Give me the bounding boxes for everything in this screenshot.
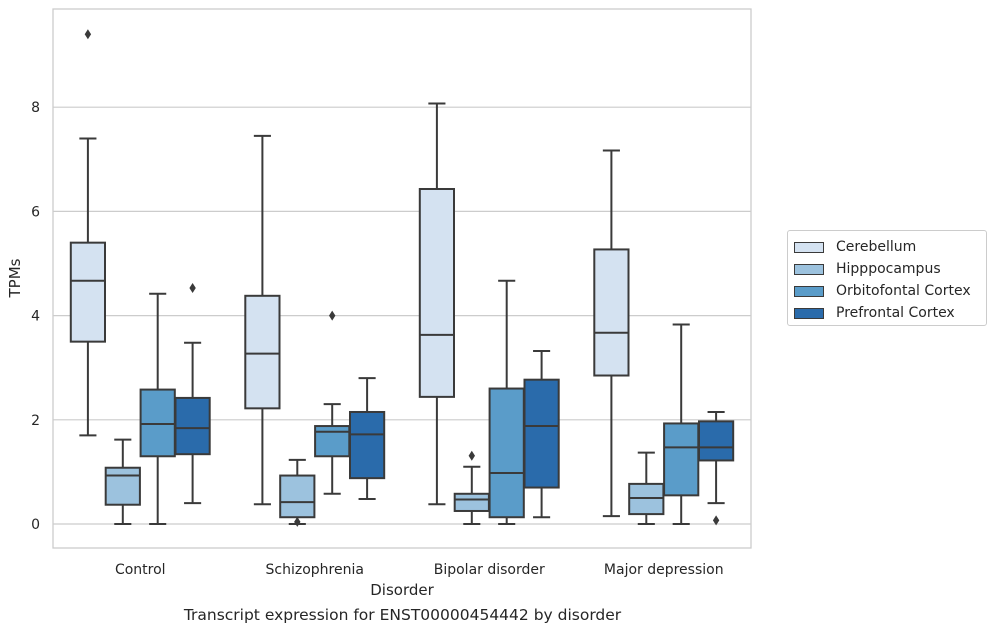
box-hipppocampus-major-depression: [628, 451, 665, 525]
box-body: [174, 396, 211, 456]
legend-item-hippocampus: Hipppocampus: [794, 258, 980, 280]
plot-frame: [52, 8, 752, 549]
chart-caption: Transcript expression for ENST0000045444…: [183, 606, 622, 624]
boxes: [69, 29, 735, 527]
box-cerebellum-major-depression: [593, 149, 630, 518]
legend-label-cerebellum: Cerebellum: [836, 239, 917, 255]
legend: Cerebellum Hipppocampus Orbitofontal Cor…: [787, 230, 987, 326]
outlier-marker-0: [189, 282, 196, 293]
box-hipppocampus-control: [104, 438, 141, 525]
y-tick-labels: 0 2 4 6 8: [31, 100, 40, 533]
legend-item-orbitofrontal-cortex: Orbitofontal Cortex: [794, 280, 980, 302]
box-orbitofontal-cortex-major-depression: [663, 323, 700, 525]
box-body: [348, 410, 386, 480]
x-tick-labels: Control Schizophrenia Bipolar disorder Majo…: [115, 562, 724, 578]
box-body: [523, 378, 560, 489]
y-tick-label-2: 2: [31, 413, 40, 429]
box-body: [593, 248, 630, 377]
box-hipppocampus-bipolar-disorder: [453, 450, 490, 525]
legend-swatch-prefrontal-cortex: [794, 307, 824, 319]
outlier-marker-0: [84, 29, 92, 40]
y-tick-label-4: 4: [31, 309, 40, 325]
legend-swatch-orbitofrontal-cortex: [794, 285, 824, 297]
box-body: [279, 474, 316, 519]
y-tick-label-6: 6: [31, 204, 40, 220]
x-tick-label-bipolar-disorder: Bipolar disorder: [434, 562, 545, 578]
x-tick-label-control: Control: [115, 562, 166, 578]
box-body: [104, 466, 141, 506]
legend-swatch-hippocampus: [794, 263, 824, 275]
box-prefrontal-cortex-major-depression: [697, 410, 735, 526]
x-axis-label: Disorder: [370, 581, 434, 599]
box-body: [244, 294, 281, 410]
box-body: [628, 482, 665, 516]
box-body: [314, 425, 351, 458]
box-body: [663, 422, 700, 497]
y-axis-label: TPMs: [6, 258, 24, 298]
legend-label-orbitofrontal-cortex: Orbitofontal Cortex: [836, 283, 971, 299]
box-cerebellum-bipolar-disorder: [418, 102, 456, 506]
legend-item-prefrontal-cortex: Prefrontal Cortex: [794, 302, 980, 324]
box-prefrontal-cortex-control: [174, 282, 211, 505]
outlier-marker-0: [712, 515, 720, 526]
y-tick-label-0: 0: [31, 517, 40, 533]
box-orbitofontal-cortex-schizophrenia: [314, 310, 351, 495]
box-prefrontal-cortex-bipolar-disorder: [523, 350, 560, 519]
box-hipppocampus-schizophrenia: [279, 458, 316, 527]
box-prefrontal-cortex-schizophrenia: [348, 377, 386, 500]
box-orbitofontal-cortex-bipolar-disorder: [488, 279, 525, 525]
box-cerebellum-schizophrenia: [244, 134, 281, 506]
legend-swatch-cerebellum: [794, 241, 824, 253]
box-cerebellum-control: [69, 29, 107, 437]
box-body: [488, 387, 525, 519]
legend-item-cerebellum: Cerebellum: [794, 236, 980, 258]
y-tick-label-8: 8: [31, 100, 40, 116]
box-body: [139, 388, 176, 458]
box-body: [453, 492, 490, 512]
legend-label-prefrontal-cortex: Prefrontal Cortex: [836, 305, 955, 321]
box-body: [418, 187, 456, 398]
legend-label-hippocampus: Hipppocampus: [836, 261, 941, 277]
box-body: [697, 420, 735, 462]
x-tick-label-major-depression: Major depression: [604, 562, 724, 578]
x-tick-label-schizophrenia: Schizophrenia: [266, 562, 364, 578]
outlier-marker-0: [468, 450, 475, 461]
box-orbitofontal-cortex-control: [139, 292, 176, 525]
box-body: [69, 241, 107, 343]
outlier-marker-0: [294, 516, 301, 527]
outlier-marker-0: [329, 310, 336, 321]
